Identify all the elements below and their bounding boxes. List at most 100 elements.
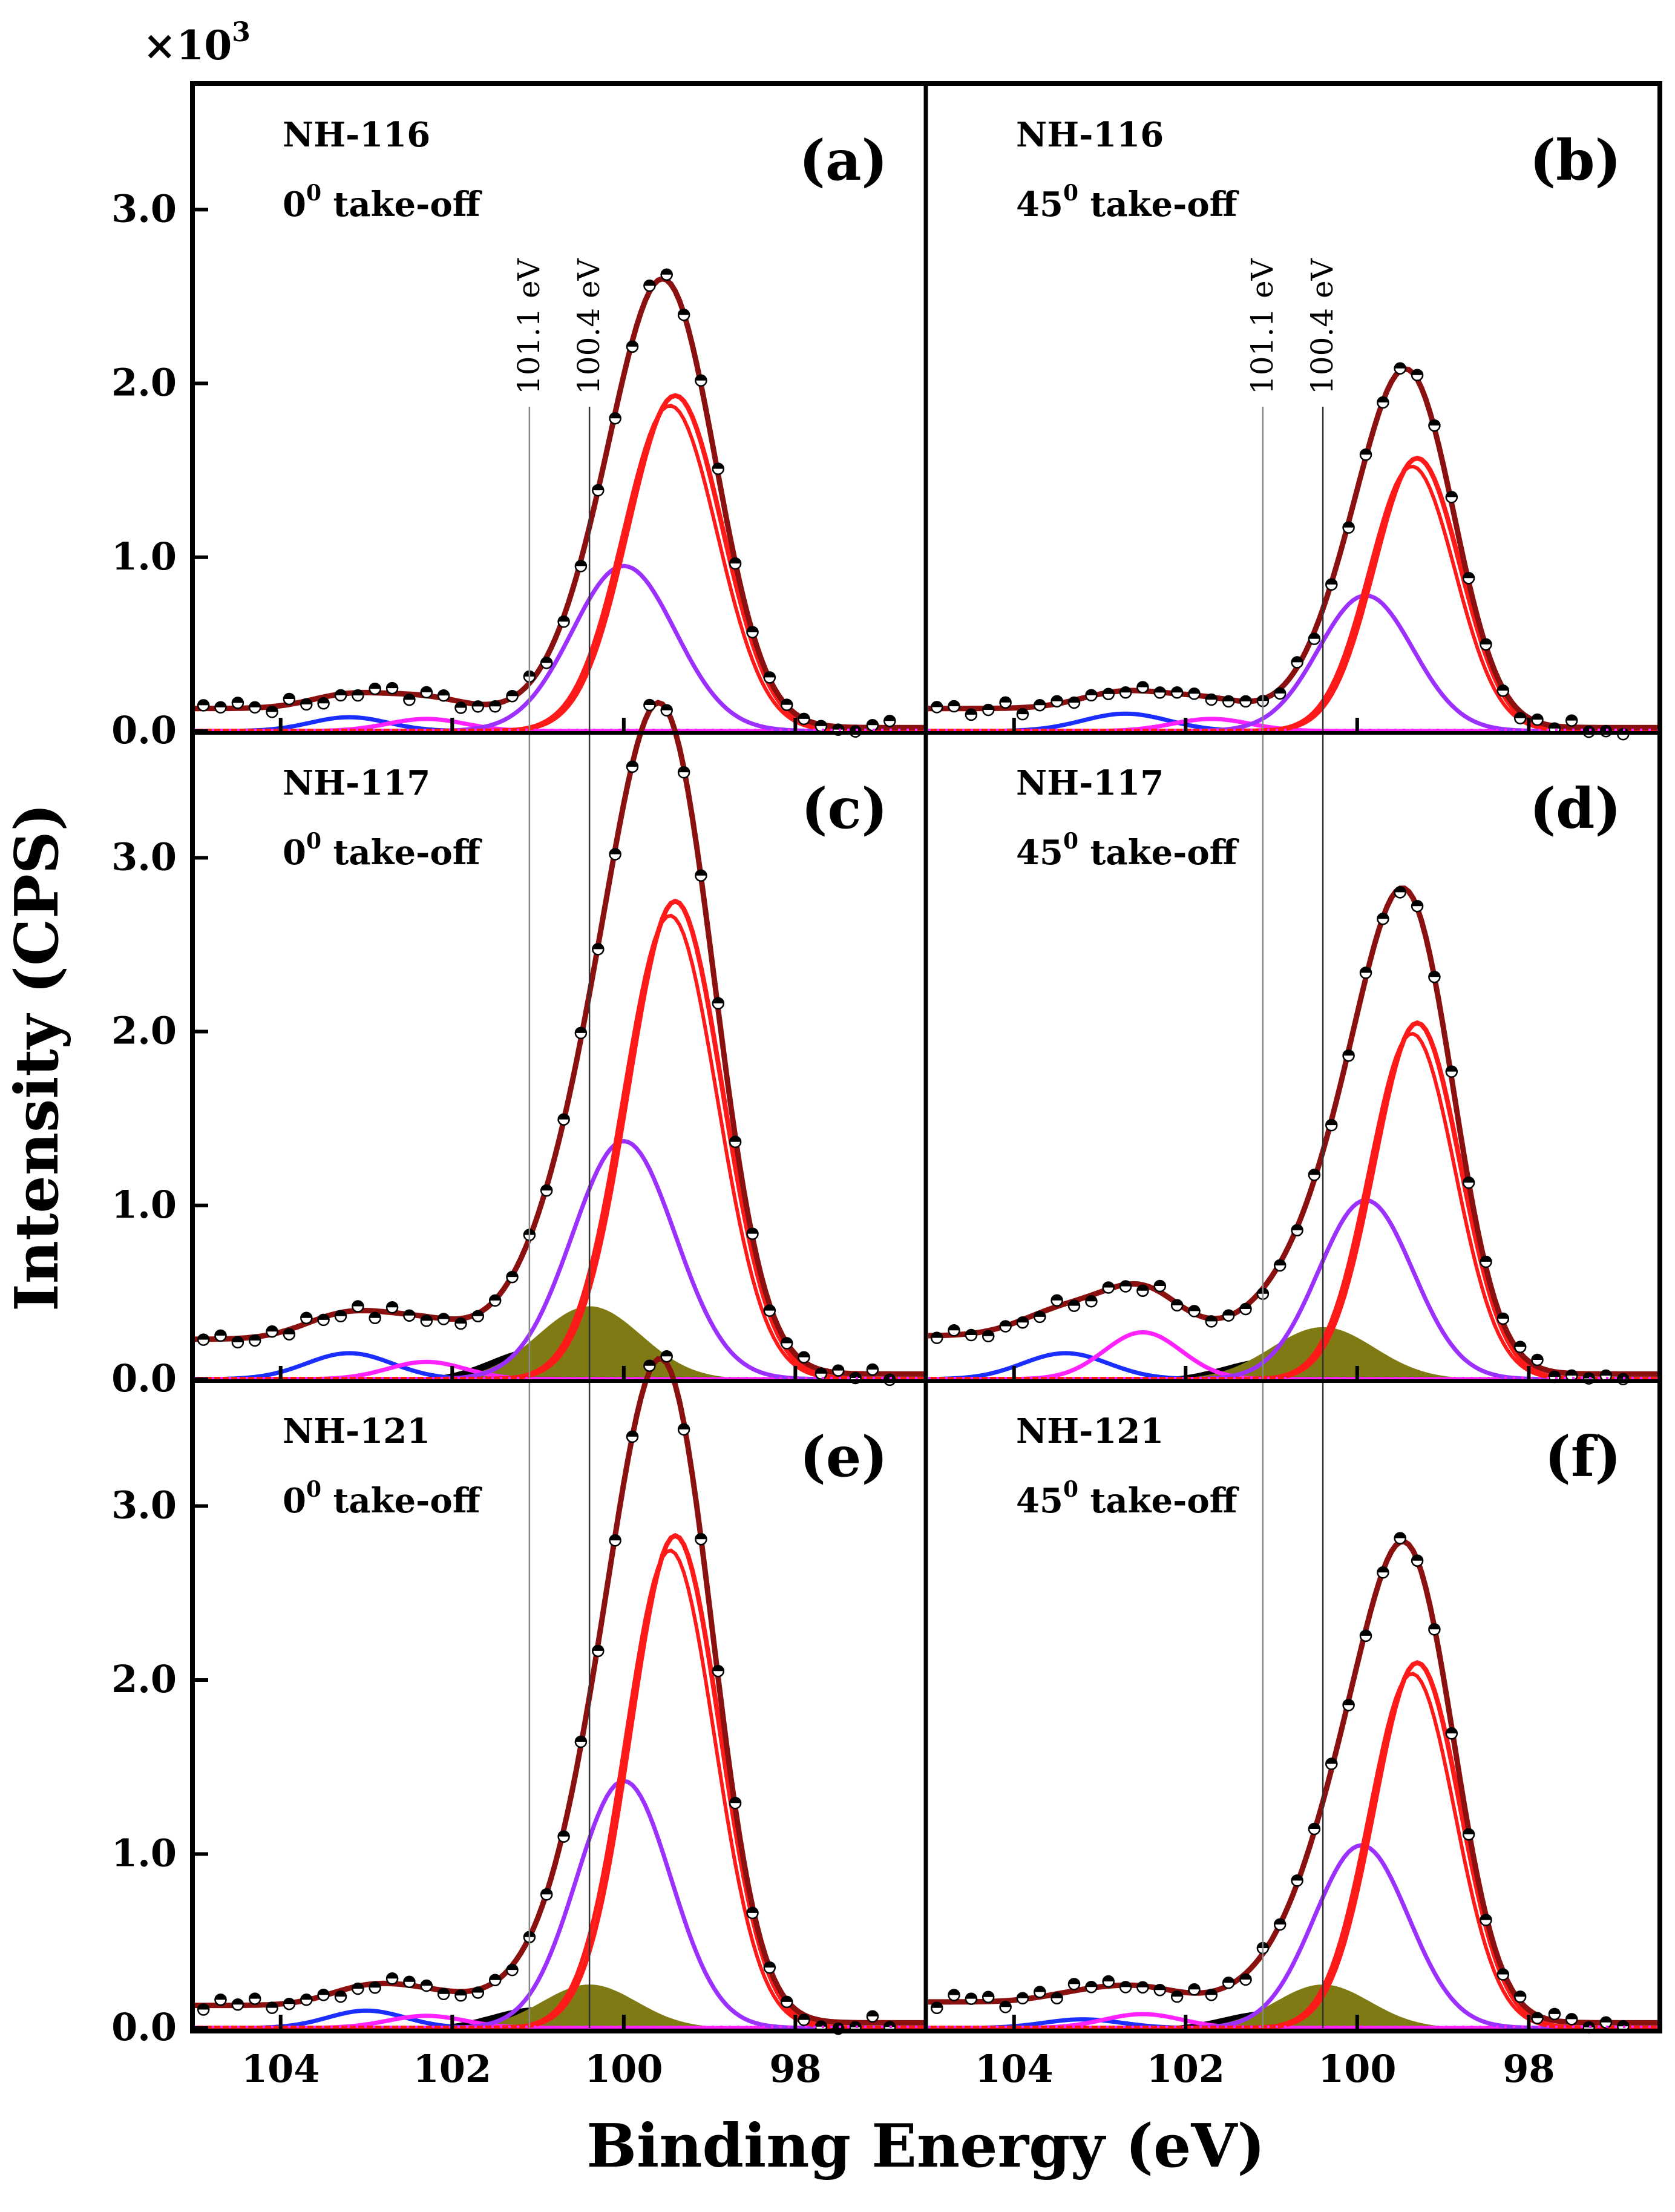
data-point-d <box>1496 1312 1510 1325</box>
y-tick-label-e: 0.0 <box>111 2005 177 2049</box>
x-tick-label-f: 104 <box>975 2047 1053 2091</box>
data-point-d <box>1428 970 1441 983</box>
data-point-d <box>1325 1118 1338 1132</box>
data-point-a <box>352 689 364 702</box>
y-tick-label-c: 0.0 <box>111 1356 177 1400</box>
x-tick-label-e: 100 <box>585 2047 663 2091</box>
data-point-f <box>1496 1968 1510 1981</box>
data-point-c <box>300 1311 313 1325</box>
data-point-b <box>1377 396 1389 409</box>
data-point-c <box>506 1270 519 1284</box>
data-point-c <box>540 1184 553 1197</box>
data-point-e <box>540 1888 553 1901</box>
ref-label-a: 101.1 eV <box>511 258 546 395</box>
data-point-d <box>1308 1169 1321 1181</box>
data-point-a <box>798 712 810 726</box>
envelope-d <box>928 885 1657 1377</box>
x-tick-label-f: 102 <box>1147 2047 1225 2091</box>
angle-label-d: 450 take-off <box>1016 829 1239 873</box>
data-point-a <box>677 309 690 321</box>
data-point-a <box>883 715 896 727</box>
data-point-f <box>1085 1980 1098 1994</box>
data-point-f <box>1377 1566 1389 1579</box>
data-point-a <box>626 340 639 353</box>
data-point-c <box>488 1294 502 1307</box>
y-multiplier: ×103 <box>143 17 251 69</box>
data-point-c <box>214 1329 227 1342</box>
data-point-e <box>712 1664 725 1678</box>
data-point-a <box>866 718 879 732</box>
data-point-b <box>1222 695 1235 708</box>
data-point-d <box>1411 899 1424 913</box>
data-point-d <box>948 1324 960 1337</box>
data-point-b <box>1480 638 1492 651</box>
data-point-c <box>420 1314 433 1327</box>
data-point-d <box>1531 1353 1544 1367</box>
data-point-e <box>300 1994 313 2006</box>
data-point-a <box>592 484 605 497</box>
data-point-e <box>609 1534 621 1547</box>
data-point-a <box>471 700 485 713</box>
data-point-e <box>266 2001 278 2014</box>
data-point-d <box>1102 1281 1115 1294</box>
data-point-c <box>197 1333 210 1346</box>
data-point-c <box>317 1313 330 1327</box>
data-point-e <box>695 1532 707 1546</box>
data-point-d <box>1291 1224 1303 1236</box>
data-point-c <box>266 1325 278 1338</box>
x-tick-label-f: 100 <box>1318 2047 1396 2091</box>
data-point-a <box>695 374 707 387</box>
data-point-c <box>385 1301 399 1314</box>
data-point-d <box>1342 1049 1355 1062</box>
y-axis-label: Intensity (CPS) <box>2 803 72 1311</box>
data-point-f <box>1051 1992 1063 2004</box>
y-tick-label-a: 2.0 <box>111 361 177 405</box>
angle-label-f: 450 take-off <box>1016 1477 1239 1521</box>
data-point-f <box>930 2001 943 2015</box>
data-point-e <box>369 1981 381 1994</box>
x-tick-label-f: 98 <box>1503 2047 1555 2091</box>
data-point-e <box>231 1998 244 2011</box>
data-point-a <box>729 557 742 570</box>
data-point-c <box>369 1311 381 1324</box>
data-point-e <box>763 1961 776 1974</box>
data-point-d <box>1067 1299 1081 1312</box>
y-tick-label-e: 1.0 <box>111 1831 177 1876</box>
data-point-b <box>1051 695 1063 707</box>
data-point-c <box>831 1364 845 1377</box>
data-point-a <box>815 720 828 732</box>
x-tick-label-e: 98 <box>769 2047 821 2091</box>
data-point-d <box>1394 886 1406 899</box>
data-point-b <box>1394 362 1406 375</box>
y-tick-label-c: 1.0 <box>111 1183 177 1227</box>
data-point-c <box>626 760 639 773</box>
data-point-e <box>746 1906 759 1920</box>
data-point-a <box>214 701 227 714</box>
data-point-e <box>506 1963 519 1977</box>
curve-red2-f <box>928 1672 1657 2030</box>
data-point-b <box>999 696 1012 709</box>
data-point-c <box>283 1328 296 1341</box>
data-point-e <box>385 1972 399 1985</box>
panel-label-d: (d) <box>1530 776 1621 841</box>
data-point-b <box>1067 696 1081 709</box>
data-point-b <box>1445 491 1458 504</box>
data-point-b <box>1359 448 1372 461</box>
data-point-f <box>1342 1699 1355 1712</box>
data-point-d <box>1136 1284 1149 1297</box>
data-point-b <box>1016 707 1029 721</box>
data-point-a <box>488 700 502 713</box>
y-tick-label-c: 3.0 <box>111 835 177 879</box>
data-point-b <box>1291 656 1303 669</box>
data-point-e <box>197 2003 210 2016</box>
data-point-f <box>965 1992 978 2005</box>
data-point-e <box>317 1989 330 2001</box>
data-point-c <box>780 1337 793 1350</box>
data-point-d <box>1239 1302 1252 1316</box>
data-point-b <box>965 708 978 721</box>
data-point-d <box>999 1320 1012 1333</box>
panel-d: NH-117 450 take-off (d) <box>928 734 1657 1385</box>
data-point-b <box>1153 686 1167 699</box>
data-point-f <box>1565 2013 1578 2026</box>
data-point-f <box>1462 1828 1475 1841</box>
